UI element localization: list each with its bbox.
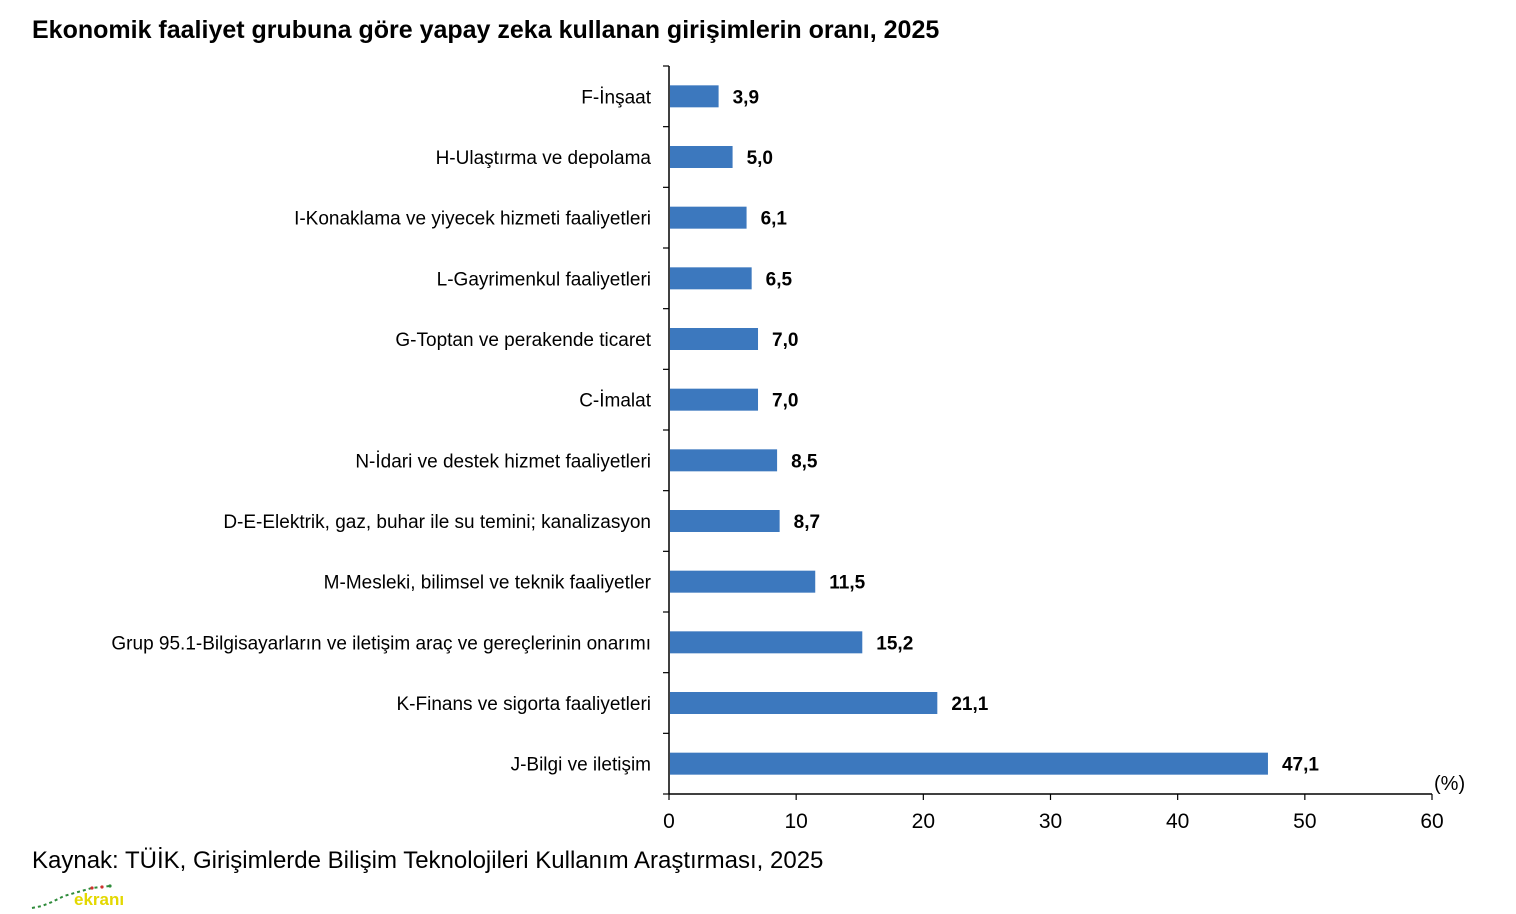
category-label: I-Konaklama ve yiyecek hizmeti faaliyetl…: [294, 209, 651, 230]
category-label: F-İnşaat: [581, 87, 651, 108]
x-tick-label: 30: [1039, 810, 1062, 833]
category-label: M-Mesleki, bilimsel ve teknik faaliyetle…: [324, 573, 652, 594]
bar: [670, 328, 759, 350]
value-label: 21,1: [951, 694, 988, 715]
value-label: 11,5: [829, 573, 865, 594]
bar: [670, 510, 780, 532]
x-tick-label: 50: [1293, 810, 1316, 833]
bar: [670, 692, 938, 714]
value-label: 15,2: [876, 633, 913, 654]
x-unit-label: (%): [1434, 773, 1465, 795]
chart-line-icon: [31, 884, 112, 909]
category-label: D-E-Elektrik, gaz, buhar ile su temini; …: [223, 512, 651, 533]
bar: [670, 206, 747, 229]
category-label: Grup 95.1-Bilgisayarların ve iletişim ar…: [111, 633, 651, 654]
bar-chart: 0 10 20 30 40 50 60 (%) F-İnşaat 3,9 H-Ulaştırma v…: [111, 65, 1465, 833]
x-tick-label: 40: [1166, 810, 1189, 833]
category-label: J-Bilgi ve iletişim: [511, 755, 651, 776]
value-label: 7,0: [772, 330, 798, 351]
bar: [670, 449, 778, 472]
bar: [670, 570, 816, 593]
bar: [670, 631, 863, 654]
bar: [670, 267, 752, 290]
value-label: 47,1: [1282, 755, 1319, 776]
value-label: 6,5: [766, 269, 793, 290]
watermark-text: ekranı: [74, 890, 125, 909]
category-label: L-Gayrimenkul faaliyetleri: [437, 269, 651, 290]
bar: [670, 752, 1268, 775]
source-note: Kaynak: TÜİK, Girişimlerde Bilişim Tekno…: [32, 847, 824, 874]
value-label: 7,0: [772, 391, 798, 412]
value-label: 5,0: [747, 148, 773, 169]
bar: [670, 146, 733, 168]
category-label: K-Finans ve sigorta faaliyetleri: [397, 694, 652, 715]
chart-title: Ekonomik faaliyet grubuna göre yapay zek…: [32, 16, 940, 44]
watermark-logo: ekranı: [30, 884, 140, 912]
category-label: G-Toptan ve perakende ticaret: [395, 330, 651, 351]
category-label: C-İmalat: [579, 391, 652, 412]
value-label: 8,5: [791, 451, 818, 472]
x-tick-label: 0: [663, 810, 675, 833]
x-tick-label: 60: [1420, 810, 1443, 833]
bar: [670, 388, 759, 411]
value-label: 8,7: [794, 512, 820, 533]
value-label: 3,9: [733, 87, 759, 108]
x-tick-label: 10: [784, 810, 807, 833]
category-label: N-İdari ve destek hizmet faaliyetleri: [355, 451, 651, 472]
bar: [670, 85, 719, 108]
value-label: 6,1: [761, 209, 788, 230]
x-tick-label: 20: [912, 810, 935, 833]
category-label: H-Ulaştırma ve depolama: [436, 148, 652, 169]
